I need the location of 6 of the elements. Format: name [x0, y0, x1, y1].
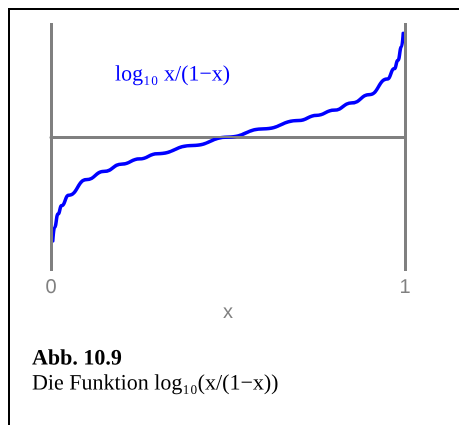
x-axis-title: x	[223, 300, 233, 323]
annotation: log₁₀ x/(1−x)	[115, 60, 230, 86]
caption: Abb. 10.9	[32, 344, 122, 370]
x-tick-label: 0	[45, 276, 57, 298]
text: Die Funktion log₁₀(x/(1−x))	[32, 370, 279, 394]
x-tick-label: 1	[399, 276, 411, 298]
